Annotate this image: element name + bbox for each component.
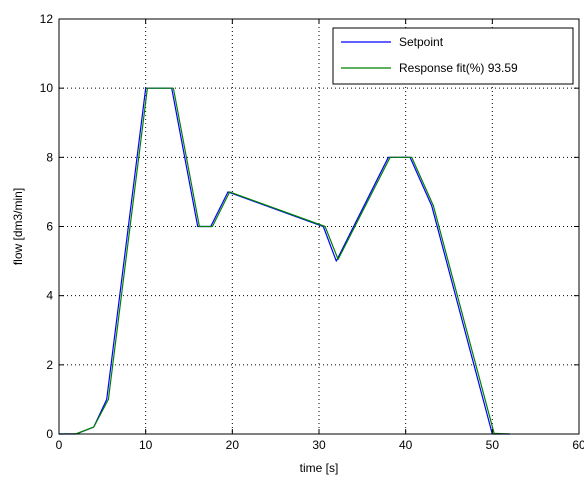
legend: Setpoint Response fit(%) 93.59 (332, 27, 574, 85)
y-axis-label: flow [dm3/min] (11, 188, 25, 265)
y-tick-label: 8 (46, 150, 53, 164)
grid (59, 19, 579, 434)
ticks (58, 18, 580, 435)
x-tick-label: 0 (56, 438, 63, 452)
x-tick-label: 30 (312, 438, 326, 452)
x-tick-label: 40 (399, 438, 413, 452)
x-tick-label: 60 (572, 438, 584, 452)
y-tick-label: 12 (40, 12, 54, 26)
y-tick-label: 4 (46, 289, 53, 303)
tick-labels: 0 10 20 30 40 50 60 0 2 4 6 8 10 12 (40, 12, 584, 452)
series-lines (58, 87, 510, 435)
y-tick-label: 2 (46, 358, 53, 372)
x-tick-label: 10 (139, 438, 153, 452)
y-tick-label: 0 (46, 427, 53, 441)
x-tick-label: 50 (486, 438, 500, 452)
x-tick-label: 20 (226, 438, 240, 452)
legend-label-setpoint: Setpoint (399, 35, 444, 49)
series-line-response (58, 87, 510, 435)
legend-box (332, 27, 574, 85)
y-tick-label: 10 (40, 81, 54, 95)
y-tick-label: 6 (46, 220, 53, 234)
x-axis-label: time [s] (300, 461, 339, 475)
legend-label-response: Response fit(%) 93.59 (399, 61, 518, 75)
